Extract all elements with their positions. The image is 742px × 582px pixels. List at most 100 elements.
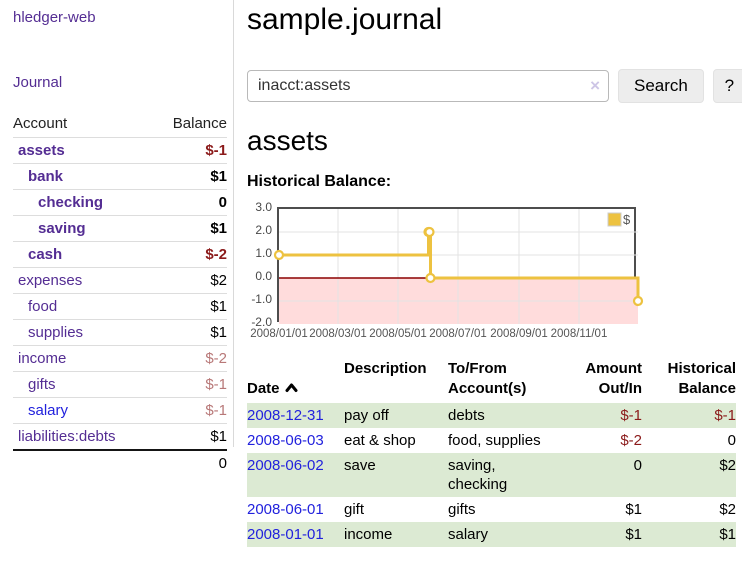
account-heading: assets <box>247 125 328 156</box>
transaction-date-cell: 2008-06-02 <box>247 453 344 497</box>
sidebar-item-journal[interactable]: Journal <box>13 74 63 91</box>
transaction-accounts: salary <box>448 526 489 543</box>
account-link-salary[interactable]: salary <box>28 402 69 419</box>
account-balance: 0 <box>152 189 227 216</box>
transaction-amount: $1 <box>625 501 642 518</box>
account-link-liabilities-debts[interactable]: liabilities:debts <box>18 428 116 445</box>
account-row: salary $-1 <box>13 397 227 424</box>
transaction-accounts: saving, checking <box>448 457 508 493</box>
x-axis-label: 2008/01/01 <box>250 328 308 340</box>
legend-label: $ <box>623 212 631 227</box>
transaction-balance: 0 <box>727 432 736 449</box>
account-balance: $-1 <box>152 137 227 164</box>
transaction-row: 2008-01-01 income salary $1 $1 <box>247 522 736 547</box>
account-row: liabilities:debts $1 <box>13 423 227 450</box>
transaction-date-link[interactable]: 2008-06-01 <box>247 501 324 518</box>
page-title: sample.journal <box>247 3 443 36</box>
account-balance: $-2 <box>152 241 227 268</box>
transaction-balance: $1 <box>719 526 736 543</box>
transaction-balance: $2 <box>719 457 736 474</box>
account-row: income $-2 <box>13 345 227 372</box>
transaction-date-cell: 2008-06-03 <box>247 428 344 453</box>
accounts-tbody: assets $-1 bank $1 checking 0 saving $1 cash $-2 e… <box>13 137 227 450</box>
transaction-date-link[interactable]: 2008-01-01 <box>247 526 324 543</box>
account-row: bank $1 <box>13 163 227 190</box>
account-link-expenses[interactable]: expenses <box>18 272 83 289</box>
account-row: expenses $2 <box>13 267 227 294</box>
brand-link[interactable]: hledger-web <box>13 9 96 26</box>
account-link-gifts[interactable]: gifts <box>28 376 56 393</box>
account-row: checking 0 <box>13 189 227 216</box>
sidebar: hledger-web Journal Account Balance asse… <box>0 0 234 476</box>
balance-chart: $ 3.0 2.0 1.0 0.0 -1.0 -2.0 2008/01/01 2008/03/… <box>247 200 727 345</box>
account-row: gifts $-1 <box>13 371 227 398</box>
transaction-date-link[interactable]: 2008-12-31 <box>247 407 324 424</box>
account-balance: $1 <box>152 319 227 346</box>
register-header-date[interactable]: Date <box>247 357 344 403</box>
transaction-description: eat & shop <box>344 432 416 449</box>
account-link-bank[interactable]: bank <box>28 168 64 185</box>
register-header-description: Description <box>344 360 427 377</box>
transaction-amount: 0 <box>633 457 642 474</box>
data-point-marker <box>425 272 436 284</box>
transaction-date-link[interactable]: 2008-06-03 <box>247 432 324 449</box>
account-link-supplies[interactable]: supplies <box>28 324 84 341</box>
transaction-balance: $2 <box>719 501 736 518</box>
register-header-balance: Historical Balance <box>667 360 736 397</box>
legend-swatch <box>607 212 622 227</box>
account-row: supplies $1 <box>13 319 227 346</box>
transaction-accounts: debts <box>448 407 485 424</box>
transaction-date-link[interactable]: 2008-06-02 <box>247 457 324 474</box>
account-row: saving $1 <box>13 215 227 242</box>
search-input[interactable] <box>247 70 609 102</box>
transaction-row: 2008-06-02 save saving, checking 0 $2 <box>247 453 736 497</box>
account-balance: $1 <box>152 163 227 190</box>
chart-plot-area: $ <box>273 207 644 324</box>
transaction-row: 2008-12-31 pay off debts $-1 $-1 <box>247 403 736 428</box>
register-header-amount: Amount Out/In <box>585 360 642 397</box>
transaction-date-cell: 2008-01-01 <box>247 522 344 547</box>
account-balance: $-1 <box>152 397 227 424</box>
x-axis-label: 2008/09/01 <box>490 328 548 340</box>
chart-title: Historical Balance: <box>247 173 392 190</box>
accounts-header-balance: Balance <box>172 115 227 132</box>
accounts-table: Account Balance assets $-1 bank $1 checking 0… <box>13 112 227 476</box>
x-axis-label: 2008/05/01 <box>369 328 427 340</box>
transaction-date-cell: 2008-12-31 <box>247 403 344 428</box>
x-axis-label: 2008/07/01 <box>429 328 487 340</box>
transaction-amount: $-1 <box>620 407 642 424</box>
transaction-description: save <box>344 457 376 474</box>
accounts-total-row: 0 <box>13 449 227 476</box>
main-content: sample.journal × Search ? assets Histori… <box>234 0 742 582</box>
register-header-accounts: To/From Account(s) <box>448 360 527 397</box>
x-axis-label: 2008/03/01 <box>309 328 367 340</box>
transaction-description: income <box>344 526 393 543</box>
y-axis-label: 2.0 <box>255 223 272 237</box>
account-link-saving[interactable]: saving <box>38 220 86 237</box>
transaction-description: pay off <box>344 407 389 424</box>
search-button[interactable]: Search <box>618 69 704 103</box>
y-axis-label: -2.0 <box>251 315 272 329</box>
transaction-amount: $1 <box>625 526 642 543</box>
help-button[interactable]: ? <box>712 69 742 103</box>
data-point-marker <box>632 295 644 307</box>
account-link-income[interactable]: income <box>18 350 67 367</box>
account-link-food[interactable]: food <box>28 298 58 315</box>
accounts-total-balance: 0 <box>152 449 227 476</box>
account-link-cash[interactable]: cash <box>28 246 63 263</box>
transaction-row: 2008-06-03 eat & shop food, supplies $-2 0 <box>247 428 736 453</box>
account-link-assets[interactable]: assets <box>18 142 65 159</box>
y-axis-label: 3.0 <box>255 200 272 214</box>
clear-search-icon[interactable]: × <box>590 76 600 95</box>
y-axis-label: 1.0 <box>255 246 272 260</box>
account-link-checking[interactable]: checking <box>38 194 104 211</box>
transaction-accounts: food, supplies <box>448 432 541 449</box>
transaction-row: 2008-06-01 gift gifts $1 $2 <box>247 497 736 522</box>
data-point-marker <box>273 249 285 261</box>
account-balance: $-1 <box>152 371 227 398</box>
transaction-description: gift <box>344 501 365 518</box>
register-table: Date Description To/From Account(s) Amou… <box>247 357 736 547</box>
y-axis-label: 0.0 <box>255 269 272 283</box>
transaction-accounts: gifts <box>448 501 476 518</box>
account-balance: $1 <box>152 423 227 450</box>
